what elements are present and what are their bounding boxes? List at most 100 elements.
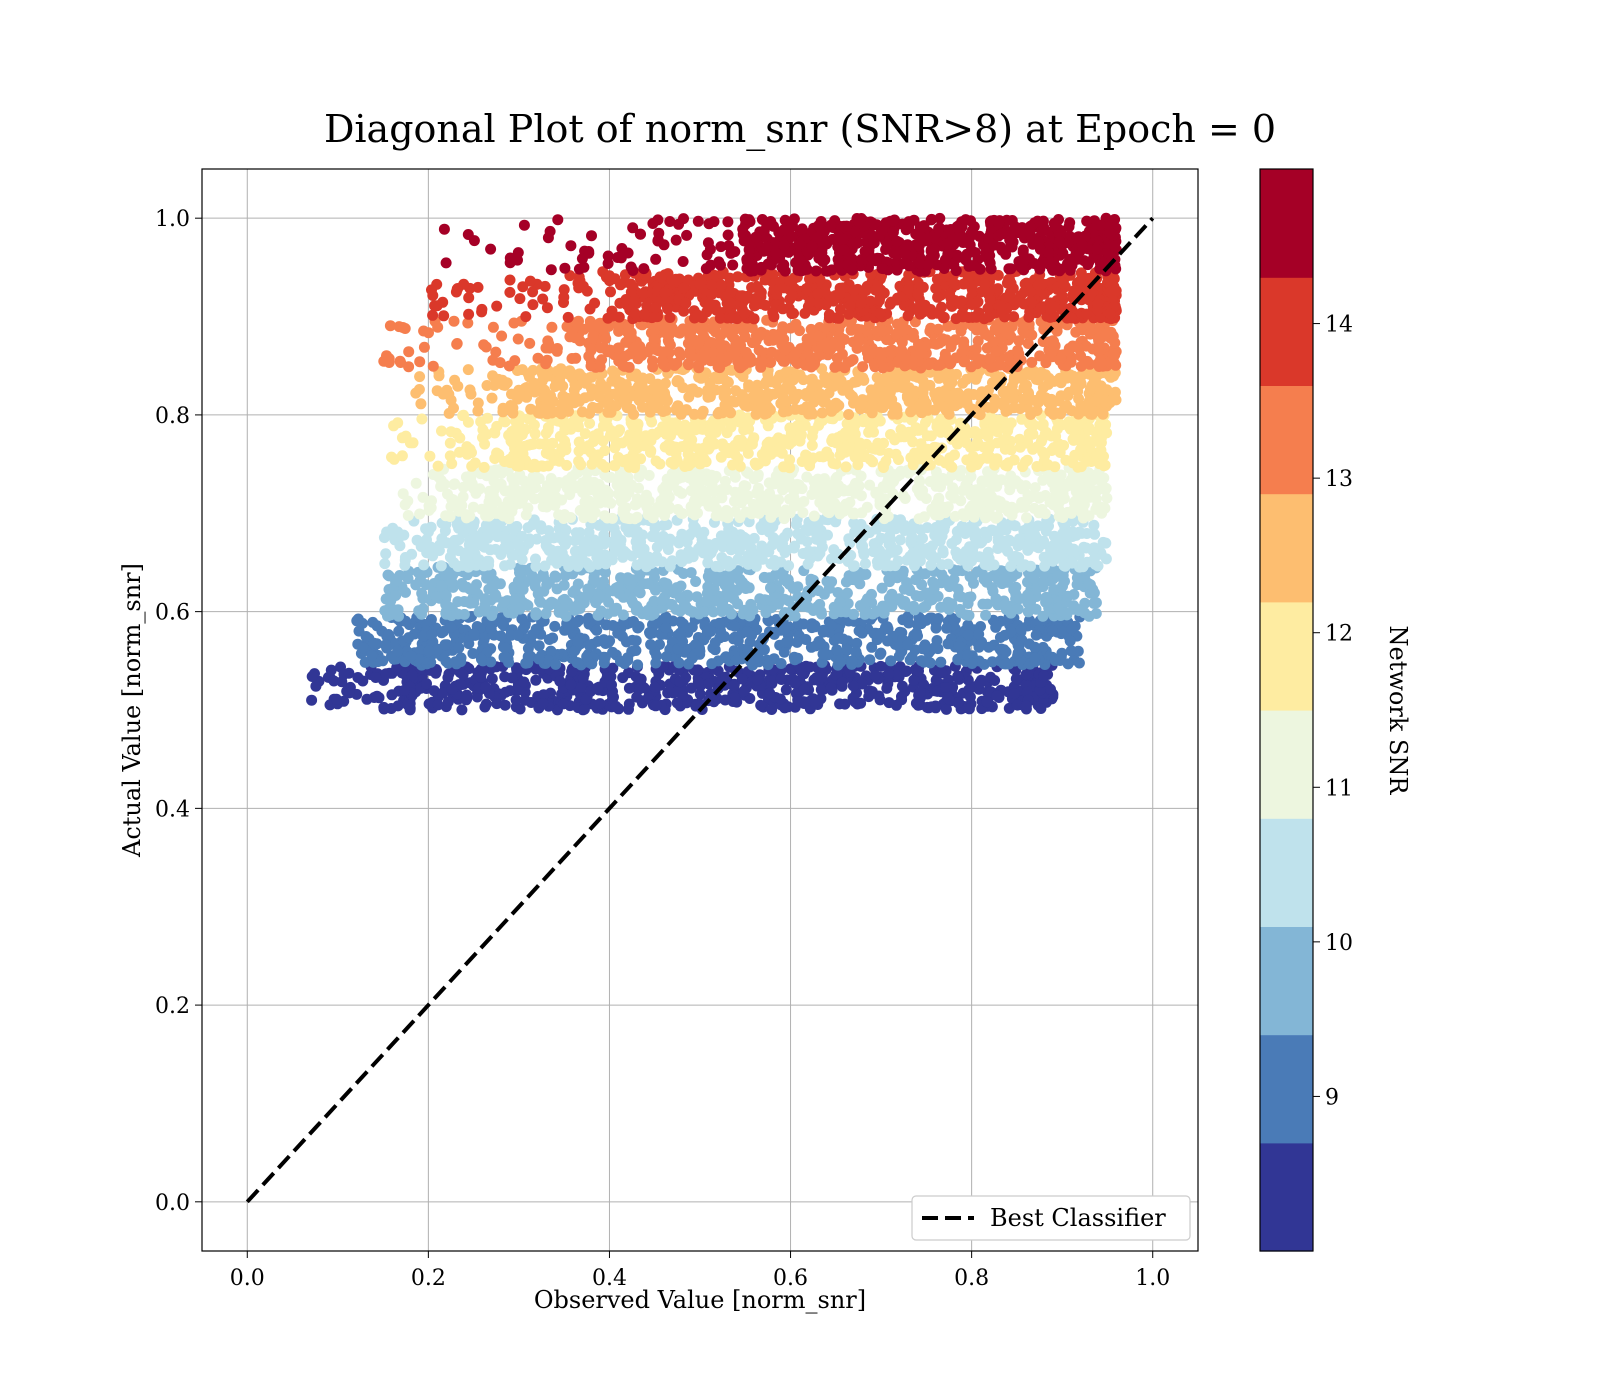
data-point xyxy=(905,406,917,418)
data-point xyxy=(844,496,856,508)
data-point xyxy=(1038,535,1050,547)
data-point xyxy=(1005,626,1017,638)
data-point xyxy=(386,689,398,701)
data-point xyxy=(860,596,872,608)
data-point xyxy=(540,608,552,620)
data-point xyxy=(826,553,837,565)
data-point xyxy=(499,485,511,497)
data-point xyxy=(1066,557,1078,569)
data-point xyxy=(414,371,426,383)
data-point xyxy=(559,593,571,605)
data-point xyxy=(919,568,931,580)
data-point xyxy=(737,578,749,590)
data-point xyxy=(723,591,735,602)
data-point xyxy=(486,580,498,592)
data-point xyxy=(515,486,527,498)
data-point xyxy=(557,607,569,619)
data-point xyxy=(691,591,703,603)
data-point xyxy=(728,680,740,692)
data-point xyxy=(602,489,614,501)
data-point xyxy=(806,430,818,442)
data-point xyxy=(638,682,650,694)
data-point xyxy=(445,426,457,438)
data-point xyxy=(841,644,853,656)
data-point xyxy=(851,637,863,649)
data-point xyxy=(833,632,845,644)
data-point xyxy=(1084,442,1096,454)
data-point xyxy=(487,489,499,501)
data-point xyxy=(851,573,862,585)
data-point xyxy=(468,628,480,640)
data-point xyxy=(630,604,642,616)
data-point xyxy=(816,541,828,553)
data-point xyxy=(663,501,675,513)
data-point xyxy=(674,676,686,688)
data-point xyxy=(575,459,587,471)
data-point xyxy=(1016,483,1028,495)
data-point xyxy=(877,481,889,493)
data-point xyxy=(780,479,792,491)
data-point xyxy=(995,522,1007,534)
data-point xyxy=(735,497,747,509)
data-point xyxy=(480,681,492,693)
data-point xyxy=(709,472,721,484)
data-point xyxy=(902,601,914,612)
data-point xyxy=(716,552,728,563)
data-point xyxy=(869,670,881,682)
data-point xyxy=(623,682,635,694)
data-point xyxy=(669,472,681,483)
data-point xyxy=(511,418,523,430)
data-point xyxy=(1095,501,1107,513)
data-point xyxy=(456,704,468,716)
data-point xyxy=(399,499,411,511)
data-point xyxy=(853,445,865,456)
data-point xyxy=(702,436,714,447)
data-point xyxy=(418,630,429,642)
data-point xyxy=(486,392,498,404)
data-point xyxy=(827,457,839,469)
data-point xyxy=(674,592,686,604)
data-point xyxy=(986,656,998,668)
data-point xyxy=(578,703,590,715)
data-point xyxy=(351,615,363,627)
data-point xyxy=(486,673,498,685)
data-point xyxy=(780,684,792,696)
data-point xyxy=(462,416,474,428)
data-point xyxy=(964,691,976,703)
data-point xyxy=(650,429,662,441)
data-point xyxy=(391,662,403,673)
data-point xyxy=(386,451,397,463)
data-point xyxy=(430,667,442,679)
data-point xyxy=(528,377,540,389)
data-point xyxy=(823,507,835,519)
data-point xyxy=(400,430,412,442)
data-point xyxy=(541,501,553,513)
data-point xyxy=(352,672,364,683)
data-point xyxy=(563,622,575,634)
data-point xyxy=(742,419,753,431)
data-point xyxy=(855,697,867,709)
data-point xyxy=(864,654,876,666)
data-point xyxy=(538,585,550,597)
data-point xyxy=(805,389,817,401)
data-point xyxy=(1014,533,1025,545)
data-point xyxy=(605,471,617,483)
data-point xyxy=(998,537,1010,549)
data-point xyxy=(906,533,917,545)
data-point xyxy=(440,608,452,620)
data-point xyxy=(565,679,577,691)
data-point xyxy=(453,534,465,546)
data-point xyxy=(787,374,799,386)
data-point xyxy=(779,702,791,714)
data-point xyxy=(581,651,593,663)
data-point xyxy=(689,509,701,521)
data-point xyxy=(1075,444,1087,456)
data-point xyxy=(738,685,750,697)
data-point xyxy=(519,694,531,706)
data-point xyxy=(568,479,580,491)
data-point xyxy=(592,609,604,621)
data-point xyxy=(635,673,647,685)
data-point xyxy=(788,542,800,554)
data-point xyxy=(865,688,877,700)
